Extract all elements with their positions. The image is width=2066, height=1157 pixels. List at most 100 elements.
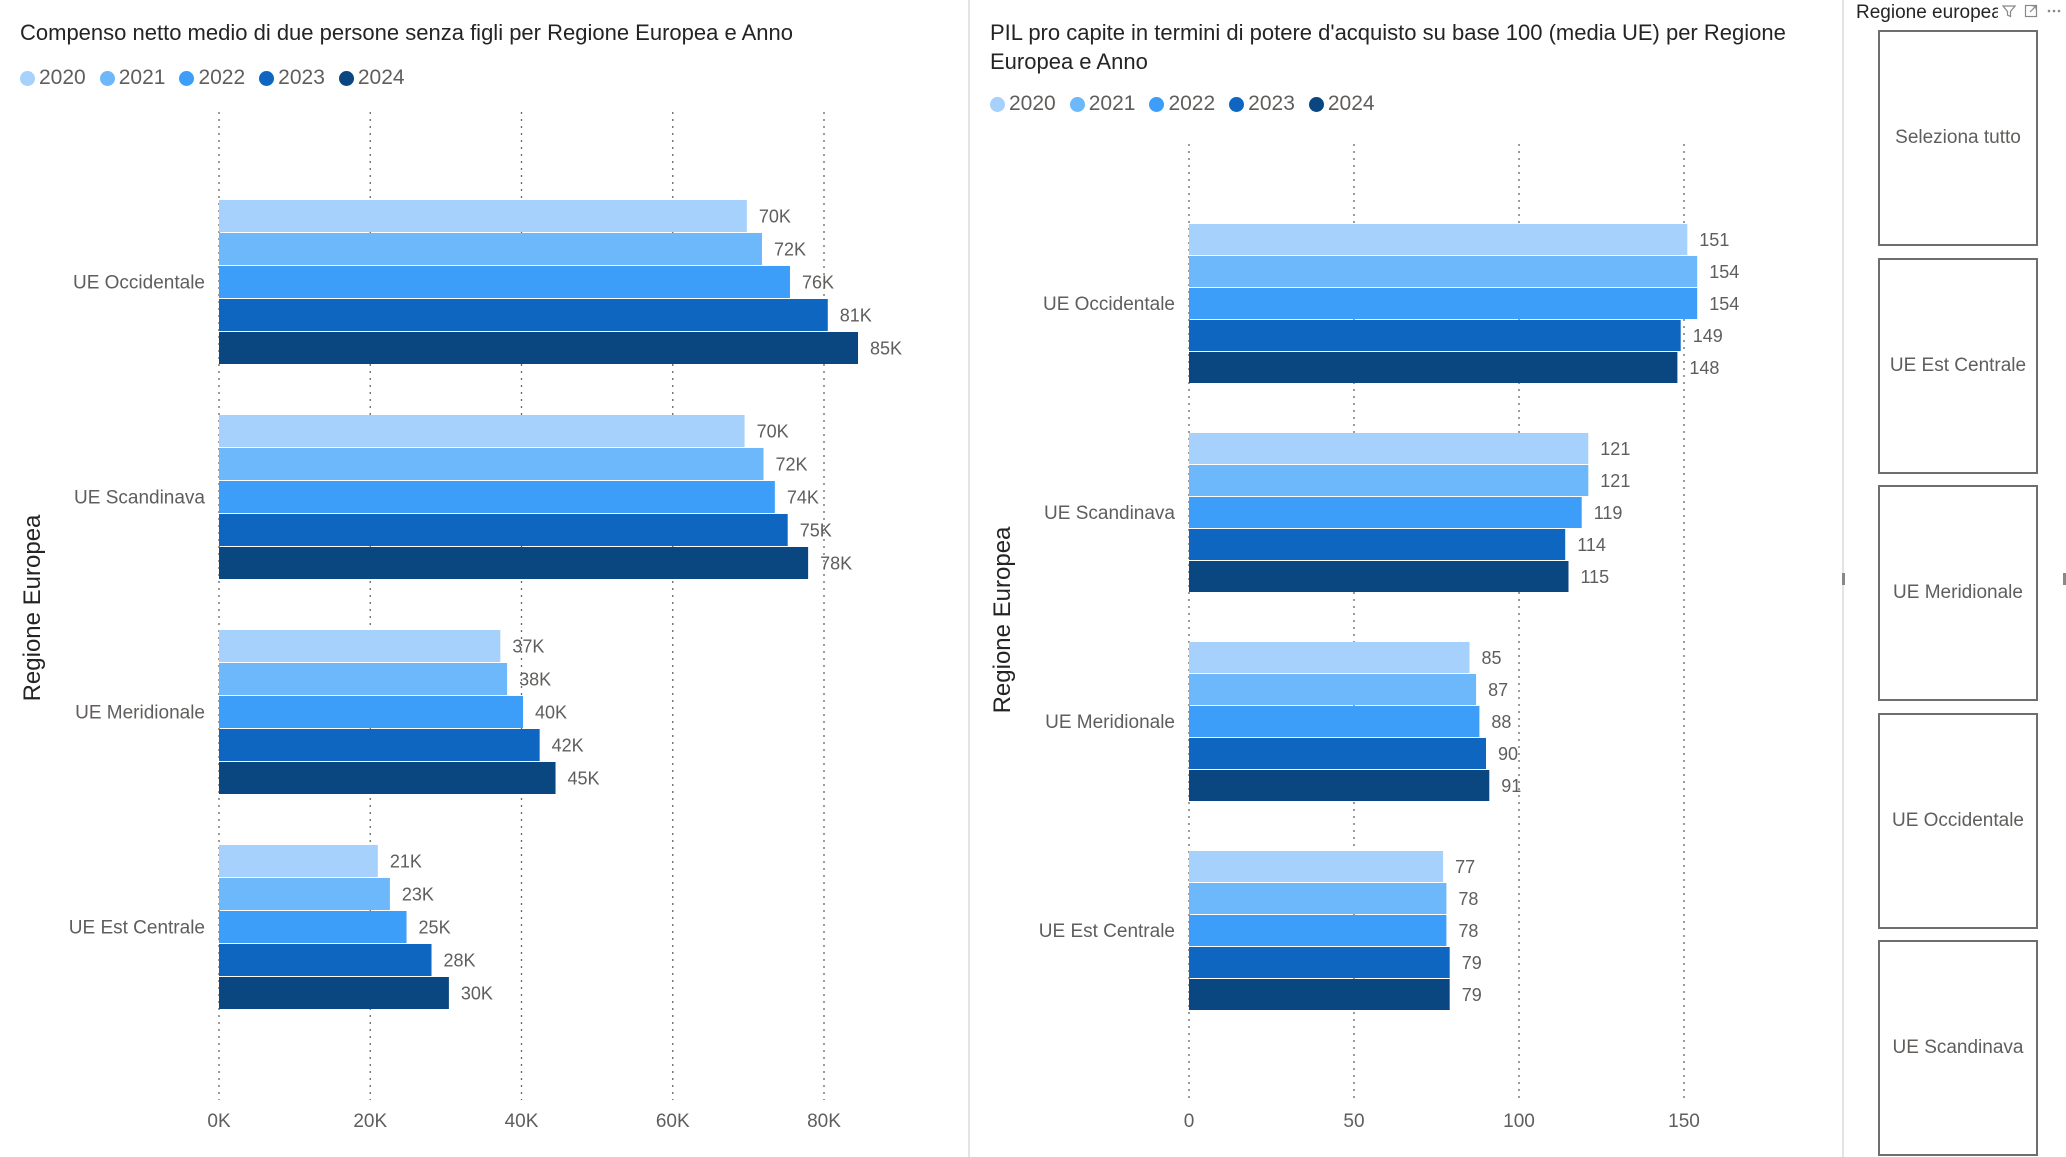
legend-item-2020[interactable]: 2020 — [20, 66, 86, 90]
slicer-item-seleziona-tutto[interactable]: Seleziona tutto — [1878, 30, 2038, 246]
chart-title: Compenso netto medio di due persone senz… — [20, 20, 793, 45]
data-label: 121 — [1600, 439, 1630, 459]
legend-label: 2020 — [39, 66, 86, 89]
x-tick-label: 150 — [1668, 1111, 1700, 1132]
legend-item-2020[interactable]: 2020 — [990, 92, 1056, 116]
bar-2023-ue-meridionale — [1189, 738, 1486, 769]
bar-2022-ue-scandinava — [219, 481, 775, 513]
chart-title: PIL pro capite in termini di potere d'ac… — [990, 20, 1786, 74]
category-label-ue-occidentale: UE Occidentale — [1043, 294, 1175, 315]
slicer-title: Regione europea — [1856, 2, 1998, 23]
legend-item-2024[interactable]: 2024 — [1308, 92, 1375, 116]
data-label: 151 — [1699, 230, 1729, 250]
slicer-header-icons — [2001, 4, 2062, 22]
data-label: 88 — [1491, 712, 1511, 732]
legend-dot — [1149, 96, 1165, 112]
data-label: 72K — [774, 240, 806, 260]
data-label: 114 — [1577, 535, 1606, 555]
slicer-item-ue-scandinava[interactable]: UE Scandinava — [1878, 940, 2038, 1156]
chart-visual-pil[interactable]: PIL pro capite in termini di potere d'ac… — [970, 0, 1842, 1157]
data-label: 78K — [820, 554, 852, 574]
data-label: 38K — [519, 670, 551, 690]
legend-item-2022[interactable]: 2022 — [179, 66, 245, 90]
bar-2021-ue-est-centrale — [219, 878, 390, 910]
data-label: 45K — [568, 769, 600, 789]
bar-2024-ue-scandinava — [1189, 561, 1569, 592]
legend-label: 2023 — [278, 66, 325, 89]
category-label-ue-scandinava: UE Scandinava — [74, 488, 205, 509]
legend-item-2022[interactable]: 2022 — [1149, 92, 1215, 116]
bar-2020-ue-meridionale — [219, 630, 501, 662]
category-label-ue-meridionale: UE Meridionale — [1045, 712, 1175, 733]
data-label: 23K — [402, 885, 434, 905]
slicer-item-ue-meridionale[interactable]: UE Meridionale — [1878, 485, 2038, 701]
slicer-header: Regione europea — [1856, 0, 2062, 26]
bar-chart-plot: 0 50 100 150 Regione Europea UE Occidentale 15… — [989, 144, 1739, 1132]
legend-label: 2021 — [118, 66, 166, 89]
legend-item-2023[interactable]: 2023 — [1229, 92, 1295, 116]
bar-2021-ue-meridionale — [1189, 674, 1477, 705]
data-label: 25K — [419, 918, 451, 938]
data-label: 90 — [1498, 744, 1518, 764]
legend-item-2023[interactable]: 2023 — [259, 66, 325, 90]
chart-visual-compenso[interactable]: Compenso netto medio di due persone senz… — [0, 0, 968, 1157]
bar-2021-ue-occidentale — [1189, 256, 1698, 287]
data-label: 78 — [1458, 889, 1478, 909]
category-label-ue-est-centrale: UE Est Centrale — [69, 918, 205, 939]
data-label: 115 — [1581, 567, 1610, 587]
data-label: 79 — [1462, 985, 1482, 1005]
bar-2023-ue-occidentale — [219, 299, 828, 331]
data-label: 149 — [1693, 326, 1723, 346]
bar-2023-ue-est-centrale — [219, 944, 432, 976]
category-label-ue-occidentale: UE Occidentale — [73, 273, 205, 294]
slicer-item-ue-est-centrale[interactable]: UE Est Centrale — [1878, 258, 2038, 474]
bar-2021-ue-scandinava — [219, 448, 764, 480]
resize-handle[interactable] — [1842, 573, 1845, 585]
bar-2020-ue-est-centrale — [1189, 851, 1444, 882]
data-label: 85 — [1482, 648, 1502, 668]
legend-label: 2022 — [1168, 92, 1216, 115]
data-label: 91 — [1501, 776, 1521, 796]
category-label-ue-est-centrale: UE Est Centrale — [1039, 921, 1175, 942]
slicer-item-ue-occidentale[interactable]: UE Occidentale — [1878, 713, 2038, 929]
legend-dot — [99, 70, 115, 86]
resize-handle[interactable] — [2063, 573, 2066, 585]
chart-legend: 2020 2021 2022 2023 2024 — [20, 66, 405, 90]
data-label: 81K — [840, 306, 872, 326]
legend-dot — [1229, 96, 1245, 112]
y-axis-title: Regione Europea — [19, 514, 46, 701]
focus-mode-icon[interactable] — [2024, 4, 2038, 22]
bar-2022-ue-scandinava — [1189, 497, 1582, 528]
bar-2022-ue-meridionale — [219, 696, 524, 728]
bar-2023-ue-scandinava — [1189, 529, 1566, 560]
x-tick-label: 80K — [807, 1111, 841, 1132]
data-label: 70K — [757, 422, 789, 442]
legend-item-2024[interactable]: 2024 — [338, 66, 405, 90]
bar-2023-ue-est-centrale — [1189, 947, 1450, 978]
data-label: 30K — [461, 984, 493, 1004]
bar-2022-ue-meridionale — [1189, 706, 1480, 737]
more-options-icon[interactable] — [2046, 4, 2062, 22]
legend-dot — [1308, 96, 1324, 112]
bar-2024-ue-est-centrale — [1189, 979, 1450, 1010]
legend-label: 2024 — [357, 66, 405, 89]
filter-icon[interactable] — [2001, 4, 2017, 22]
x-tick-label: 20K — [353, 1111, 387, 1132]
data-label: 87 — [1488, 680, 1508, 700]
category-label-ue-meridionale: UE Meridionale — [75, 703, 205, 724]
bar-2020-ue-occidentale — [219, 200, 747, 232]
data-label: 28K — [444, 951, 476, 971]
region-slicer: Regione europea Seleziona tutto UE Est C… — [1848, 0, 2066, 1157]
data-label: 72K — [776, 455, 808, 475]
bar-2020-ue-occidentale — [1189, 224, 1688, 255]
legend-label: 2024 — [1327, 92, 1375, 115]
bar-2021-ue-meridionale — [219, 663, 508, 695]
legend-label: 2021 — [1088, 92, 1136, 115]
bar-2020-ue-scandinava — [1189, 433, 1589, 464]
data-label: 37K — [512, 637, 544, 657]
legend-item-2021[interactable]: 2021 — [99, 66, 166, 90]
legend-item-2021[interactable]: 2021 — [1069, 92, 1136, 116]
x-tick-label: 0K — [207, 1111, 231, 1132]
bar-2024-ue-meridionale — [1189, 770, 1490, 801]
x-tick-label: 0 — [1184, 1111, 1195, 1132]
